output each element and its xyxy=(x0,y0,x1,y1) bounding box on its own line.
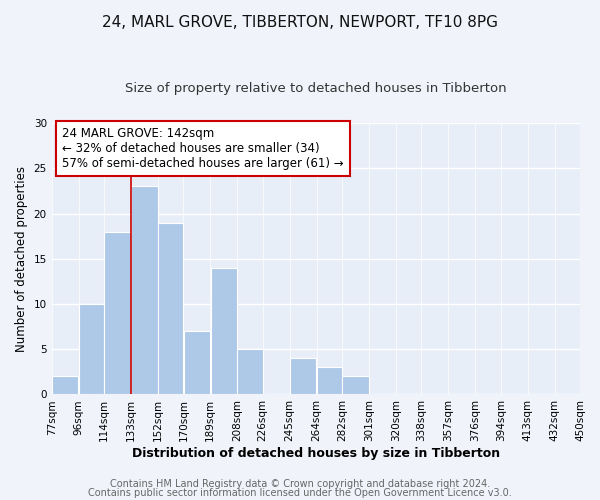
Text: Contains HM Land Registry data © Crown copyright and database right 2024.: Contains HM Land Registry data © Crown c… xyxy=(110,479,490,489)
Bar xyxy=(342,376,369,394)
Bar xyxy=(317,368,342,394)
Bar xyxy=(290,358,316,394)
Text: 24 MARL GROVE: 142sqm
← 32% of detached houses are smaller (34)
57% of semi-deta: 24 MARL GROVE: 142sqm ← 32% of detached … xyxy=(62,127,344,170)
Bar xyxy=(52,376,79,394)
Bar xyxy=(104,232,131,394)
Text: 24, MARL GROVE, TIBBERTON, NEWPORT, TF10 8PG: 24, MARL GROVE, TIBBERTON, NEWPORT, TF10… xyxy=(102,15,498,30)
Bar xyxy=(238,349,263,395)
Bar xyxy=(79,304,104,394)
Bar xyxy=(158,222,183,394)
Title: Size of property relative to detached houses in Tibberton: Size of property relative to detached ho… xyxy=(125,82,506,96)
X-axis label: Distribution of detached houses by size in Tibberton: Distribution of detached houses by size … xyxy=(132,447,500,460)
Text: Contains public sector information licensed under the Open Government Licence v3: Contains public sector information licen… xyxy=(88,488,512,498)
Bar xyxy=(184,331,210,394)
Y-axis label: Number of detached properties: Number of detached properties xyxy=(15,166,28,352)
Bar xyxy=(131,186,158,394)
Bar xyxy=(211,268,237,394)
